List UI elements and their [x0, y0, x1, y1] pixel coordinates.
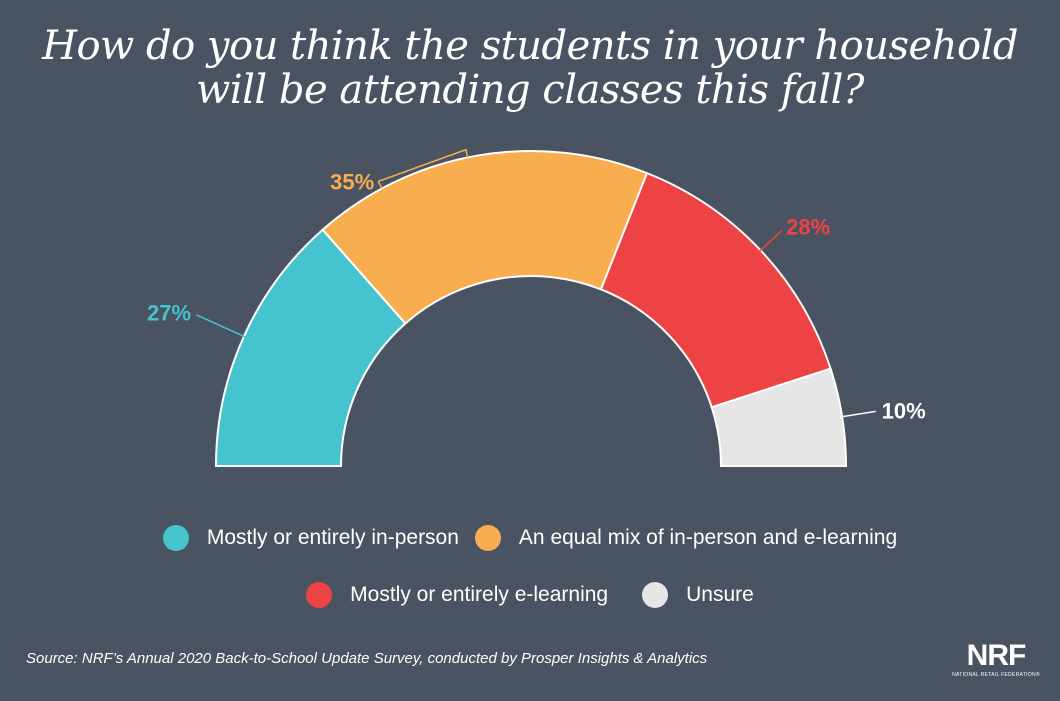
chart-title-line-2: will be attending classes this fall? [196, 67, 864, 113]
data-label-mostly-or-entirely-e-learning: 28% [786, 214, 830, 239]
leader-line-an-equal-mix-of-in-person-and-e-learning [377, 148, 469, 189]
slice-mostly-or-entirely-e-learning [599, 171, 832, 409]
leader-line-mostly-or-entirely-e-learning [758, 229, 783, 253]
legend-swatch-equal-mix [474, 525, 501, 551]
legend-item-e-learning: Mostly or entirely e-learning [306, 582, 608, 608]
nrf-logo: NRF NATIONAL RETAIL FEDERATION® [950, 640, 1042, 679]
leader-line-mostly-or-entirely-in-person [196, 314, 247, 338]
chart-title: How do you think the students in your ho… [0, 24, 1060, 112]
legend-label-in-person: Mostly or entirely in-person [206, 526, 459, 549]
semicircle-donut-chart: 27% 35% 28% 10% [147, 148, 926, 467]
nrf-logo-subtitle: NATIONAL RETAIL FEDERATION® [952, 672, 1040, 678]
slice-unsure [710, 367, 848, 467]
legend-swatch-unsure [642, 582, 669, 608]
data-label-mostly-or-entirely-in-person: 27% [147, 301, 191, 326]
legend-row-1: Mostly or entirely in-person An equal mi… [0, 525, 1060, 551]
legend-swatch-e-learning [306, 582, 333, 608]
legend-swatch-in-person [162, 525, 189, 551]
leader-line-unsure [840, 410, 876, 418]
nrf-logo-mark: NRF [966, 639, 1027, 672]
legend-item-equal-mix: An equal mix of in-person and e-learning [474, 525, 898, 551]
data-label-an-equal-mix-of-in-person-and-e-learning: 35% [330, 169, 374, 194]
legend-row-2: Mostly or entirely e-learning Unsure [0, 582, 1060, 608]
legend-item-in-person: Mostly or entirely in-person [162, 525, 459, 551]
legend-item-unsure: Unsure [642, 582, 754, 608]
legend-label-e-learning: Mostly or entirely e-learning [350, 583, 609, 606]
slice-an-equal-mix-of-in-person-and-e-learning [321, 150, 649, 325]
source-note: Source: NRF’s Annual 2020 Back-to-School… [26, 650, 708, 667]
data-label-unsure: 10% [882, 398, 926, 423]
legend-label-unsure: Unsure [686, 583, 754, 606]
chart-title-line-1: How do you think the students in your ho… [42, 23, 1018, 69]
legend-label-equal-mix: An equal mix of in-person and e-learning [518, 526, 898, 549]
